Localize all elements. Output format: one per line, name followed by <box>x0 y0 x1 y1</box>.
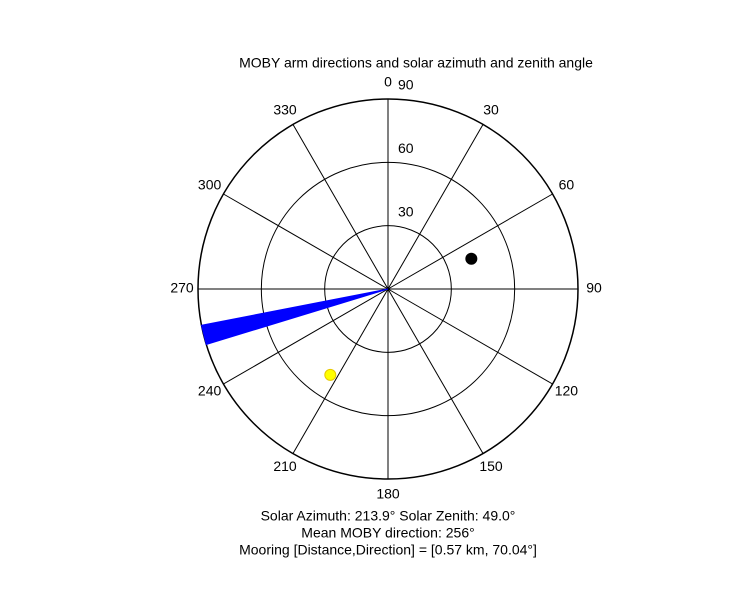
ring <box>324 225 452 353</box>
theta-tick-label: 0 <box>384 74 392 90</box>
theta-tick-label: 240 <box>198 383 222 399</box>
ring <box>260 161 516 417</box>
theta-tick-label: 270 <box>170 280 194 296</box>
theta-tick-label: 90 <box>586 280 602 296</box>
theta-tick-label: 300 <box>198 177 222 193</box>
spoke <box>292 288 389 454</box>
spoke <box>387 288 553 385</box>
r-tick-label: 60 <box>398 140 414 156</box>
theta-tick-label: 180 <box>376 486 400 502</box>
spoke <box>387 124 484 290</box>
chart-title: MOBY arm directions and solar azimuth an… <box>239 55 593 71</box>
spoke <box>223 288 389 385</box>
r-tick-label: 30 <box>398 203 414 219</box>
marker <box>324 368 337 381</box>
theta-tick-label: 120 <box>555 383 579 399</box>
spoke <box>387 288 484 454</box>
theta-tick-label: 330 <box>273 101 297 117</box>
theta-tick-label: 60 <box>559 177 575 193</box>
r-tick-label: 90 <box>398 77 414 93</box>
theta-tick-label: 210 <box>273 458 297 474</box>
annotation: Mooring [Distance,Direction] = [0.57 km,… <box>239 542 537 558</box>
spoke <box>223 193 389 290</box>
annotation: Solar Azimuth: 213.9° Solar Zenith: 49.0… <box>261 508 516 524</box>
annotation: Mean MOBY direction: 256° <box>301 525 474 541</box>
moby-arm-wedge <box>200 288 389 346</box>
marker <box>465 252 478 265</box>
spoke <box>387 193 553 290</box>
spoke <box>292 124 389 290</box>
ring <box>197 98 579 480</box>
theta-tick-label: 30 <box>483 101 499 117</box>
theta-tick-label: 150 <box>479 458 503 474</box>
